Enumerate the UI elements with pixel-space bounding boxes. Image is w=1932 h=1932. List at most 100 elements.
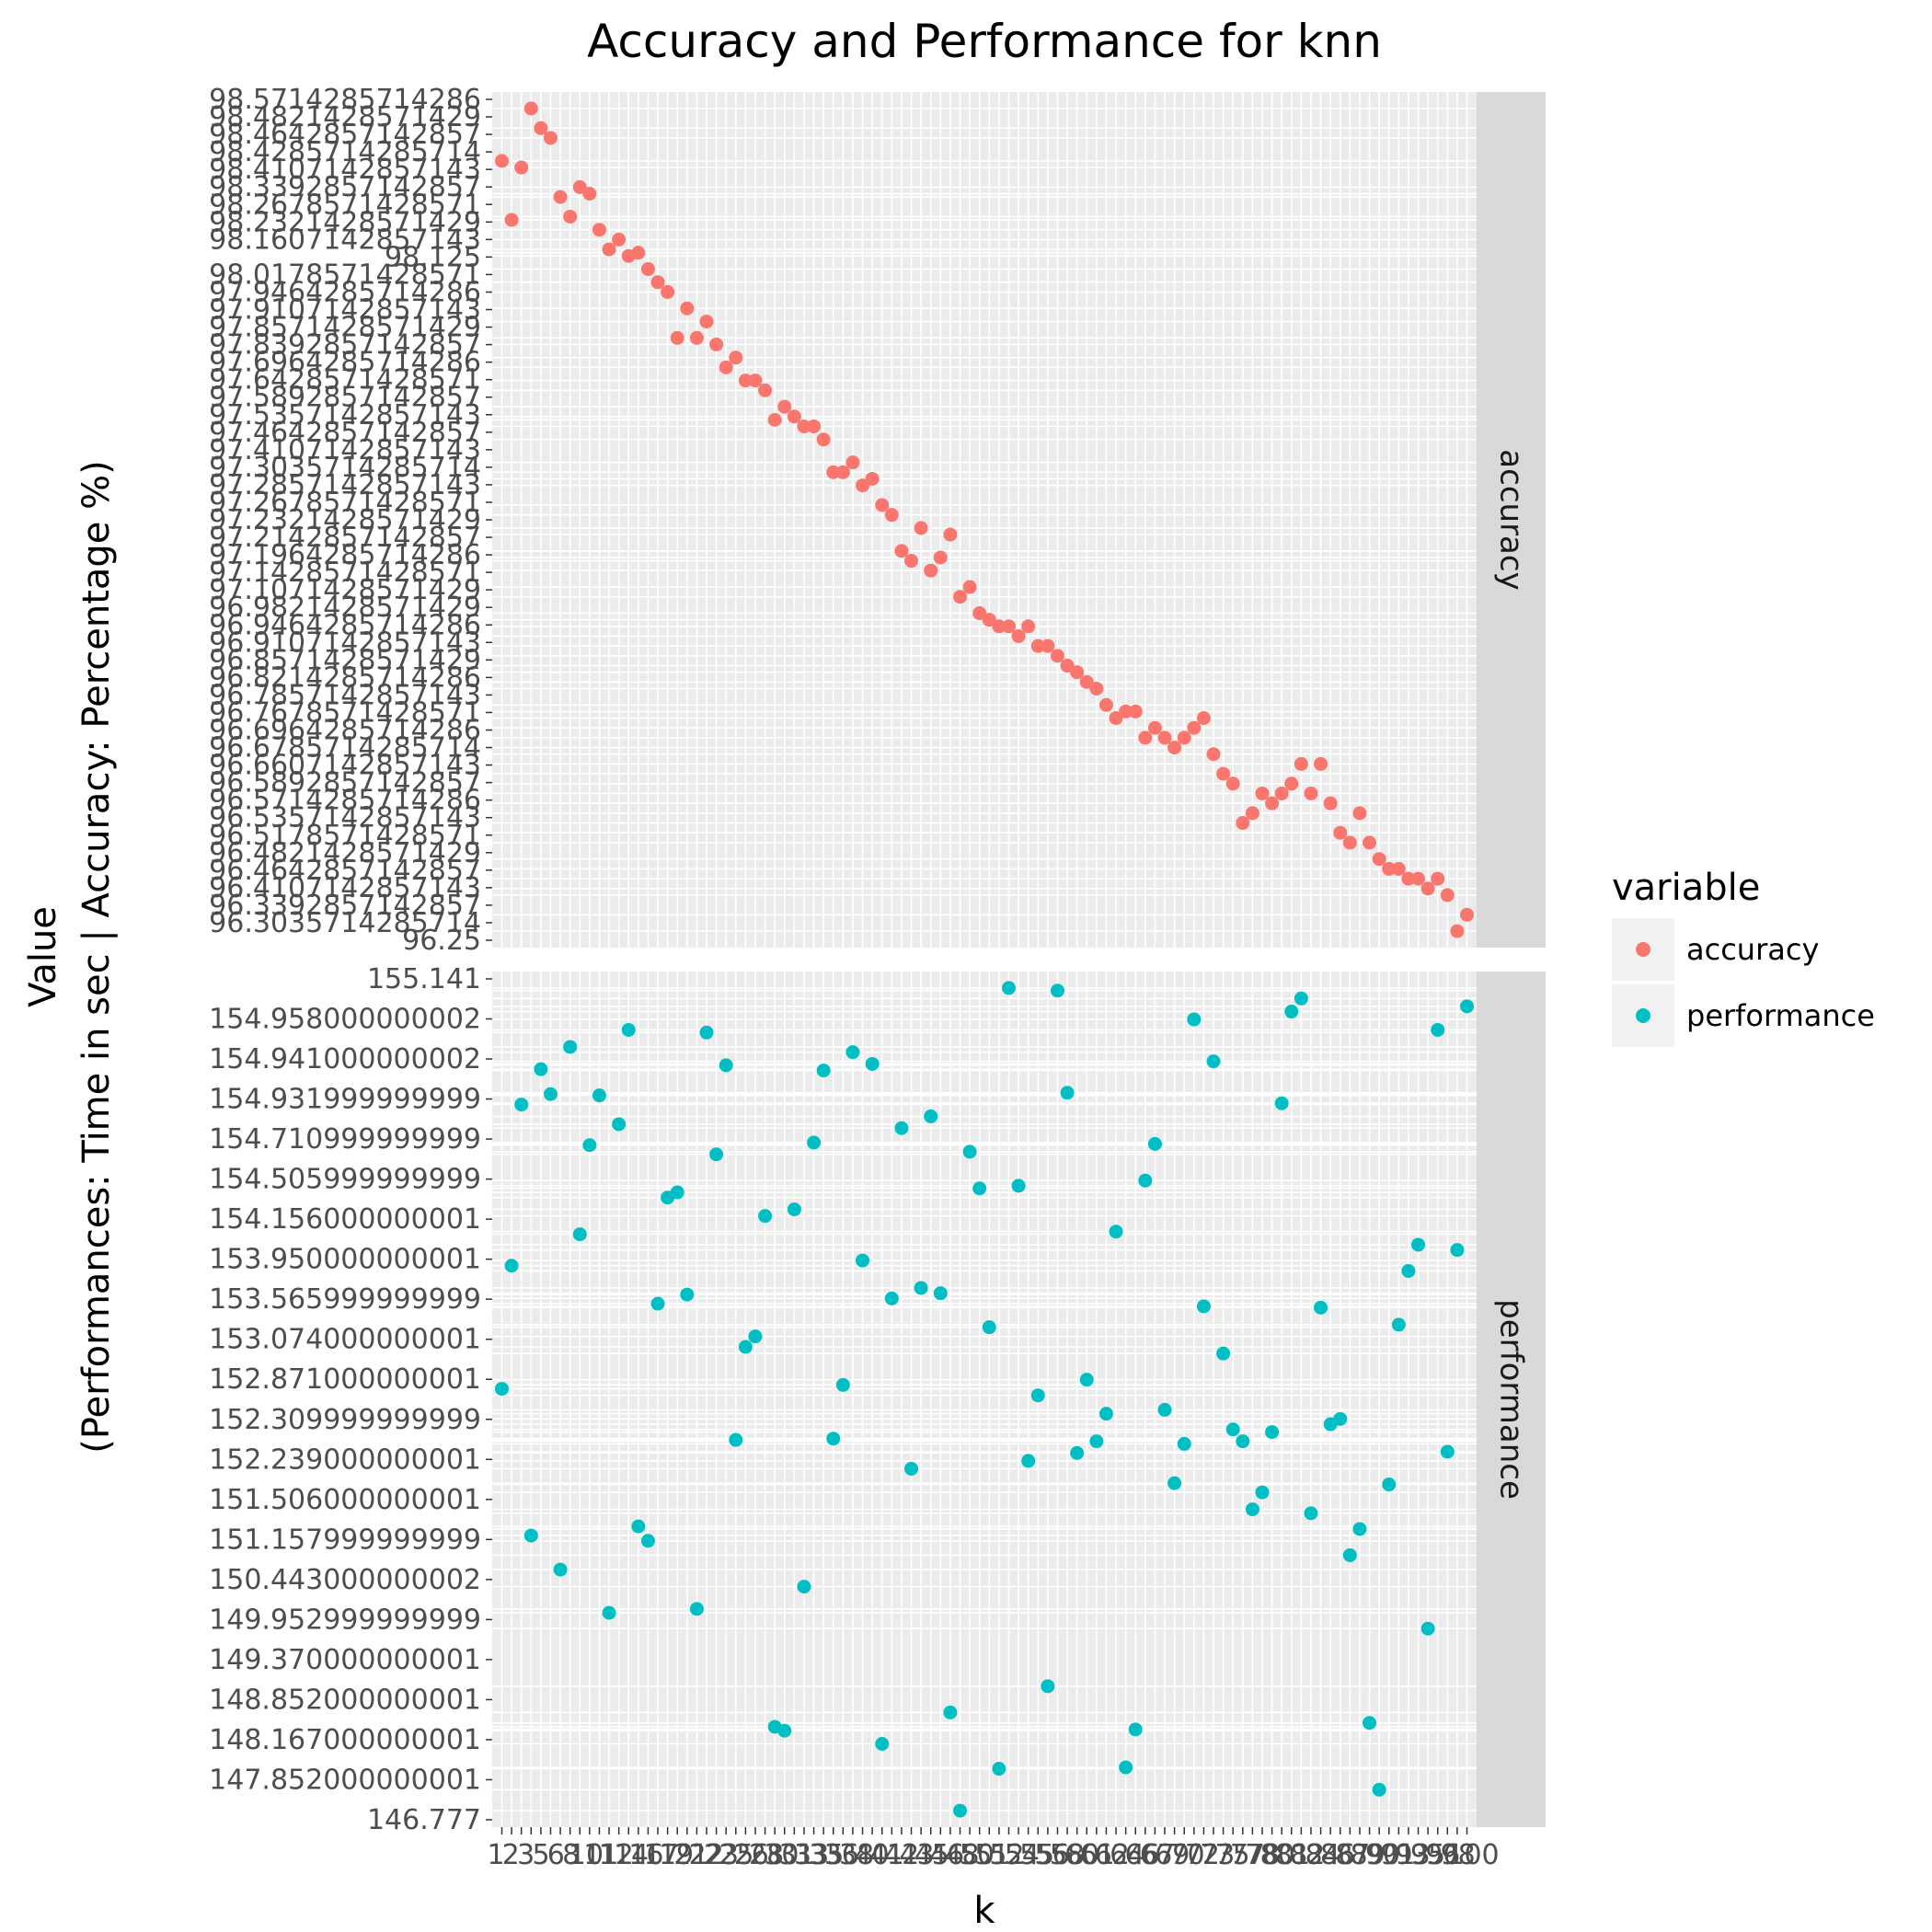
x-tick-label: 19 [659,1839,694,1871]
point-accuracy-k65 [1119,704,1133,719]
y-tick-label: 146.777 [367,1804,481,1836]
point-accuracy-k89 [1352,806,1367,821]
x-tick-label: 43 [899,1839,934,1871]
x-tick-label: 3 [517,1839,535,1871]
legend-label-performance: performance [1686,998,1875,1033]
point-accuracy-k77 [1236,816,1250,831]
x-tick-label: 38 [839,1839,874,1871]
x-tick-label: 82 [1290,1839,1325,1871]
point-accuracy-k4 [523,101,538,116]
y-tick-label: 96.9107142857143 [209,627,481,659]
point-accuracy-k39 [865,471,880,486]
x-tick-label: 28 [749,1839,784,1871]
point-accuracy-k46 [933,550,948,565]
point-accuracy-k80 [1265,796,1280,811]
y-tick-label: 98.4107142857143 [209,154,481,186]
point-accuracy-k21 [689,330,704,345]
point-accuracy-k19 [670,330,684,345]
y-tick-label: 154.156000000001 [209,1203,481,1236]
y-tick-label: 97.9107142857143 [209,294,481,327]
point-performance-k71 [1177,1436,1191,1451]
point-performance-k10 [582,1138,597,1153]
point-accuracy-k38 [856,478,870,493]
point-accuracy-k36 [835,465,850,479]
point-accuracy-k96 [1420,881,1435,896]
x-tick-label: 64 [1110,1839,1144,1871]
point-accuracy-k72 [1187,720,1202,735]
facet-strip-label: performance [1493,1299,1530,1500]
y-tick-label: 96.9464285714286 [209,609,481,641]
point-performance-k12 [602,1605,616,1620]
y-tick-label: 96.8571428571429 [209,644,481,676]
point-performance-k1 [494,1382,509,1397]
point-accuracy-k35 [826,465,841,479]
y-tick-label: 96.4821428571429 [209,837,481,869]
x-tick-label: 96 [1425,1839,1460,1871]
x-tick-label: 2 [502,1839,520,1871]
y-axis-title-text: Value (Performances: Time in sec | Accura… [22,460,118,1454]
y-tick-label: 96.6607142857143 [209,750,481,782]
point-performance-k20 [680,1287,695,1302]
x-tick-label: 78 [1245,1839,1280,1871]
point-accuracy-k45 [924,563,938,578]
point-accuracy-k63 [1098,697,1113,712]
point-performance-k53 [1001,981,1016,995]
point-accuracy-k88 [1342,835,1357,850]
x-tick-label: 62 [1095,1839,1130,1871]
point-performance-k100 [1460,999,1475,1014]
point-performance-k51 [982,1320,996,1335]
point-accuracy-k59 [1060,659,1075,673]
y-tick-label: 155.141 [367,963,481,995]
point-performance-k3 [514,1098,529,1112]
point-accuracy-k73 [1196,711,1211,726]
point-performance-k66 [1128,1722,1143,1737]
point-accuracy-k7 [553,190,568,204]
x-tick-label: 58 [1050,1839,1085,1871]
point-accuracy-k74 [1206,747,1221,762]
x-tick-label: 77 [1230,1839,1265,1871]
y-tick-label: 153.074000000001 [209,1324,481,1356]
point-performance-k89 [1352,1522,1367,1536]
y-tick-label: 96.3392857142857 [209,890,481,922]
point-performance-k58 [1050,983,1064,998]
facet-strip [1477,92,1546,948]
point-accuracy-k13 [612,232,627,247]
y-tick-labels-accuracy: 98.571428571428698.482142857142998.46428… [209,84,492,957]
point-accuracy-k94 [1401,871,1416,886]
series-performance [494,981,1475,1818]
point-performance-k70 [1167,1476,1182,1490]
x-tick-label: 1 [487,1839,504,1871]
x-tick-label: 17 [644,1839,679,1871]
point-accuracy-k86 [1323,796,1338,811]
point-performance-k11 [592,1088,606,1103]
point-accuracy-k25 [729,351,743,365]
point-accuracy-k30 [777,399,792,414]
y-tick-label: 97.5892857142857 [209,382,481,414]
x-tick-label: 87 [1335,1839,1370,1871]
y-tick-label: 153.565999999999 [209,1283,481,1316]
point-performance-k75 [1216,1346,1231,1361]
x-tick-label: 56 [1034,1839,1069,1871]
point-performance-k40 [875,1736,890,1751]
point-performance-k85 [1314,1300,1328,1315]
x-tick-label: 72 [1185,1839,1220,1871]
x-tick-label: 14 [614,1839,649,1871]
point-accuracy-k34 [816,432,831,447]
point-accuracy-k29 [767,412,782,427]
legend-label-accuracy: accuracy [1686,932,1819,967]
legend: variable accuracy performance [1612,867,1875,1047]
point-performance-k49 [962,1144,977,1159]
x-tick-label: 100 [1446,1839,1499,1871]
point-performance-k97 [1431,1022,1445,1037]
point-accuracy-k100 [1460,907,1475,922]
y-tick-label: 97.1964285714286 [209,539,481,571]
y-tick-label: 154.941000000002 [209,1043,481,1075]
point-performance-k4 [523,1528,538,1543]
y-tick-label: 97.1428571428571 [209,557,481,589]
point-accuracy-k27 [748,374,763,388]
point-performance-k23 [709,1147,724,1162]
point-performance-k67 [1138,1173,1153,1188]
x-tick-label: 21 [673,1839,708,1871]
y-tick-label: 97.8571428571429 [209,312,481,344]
point-performance-k5 [534,1062,548,1076]
